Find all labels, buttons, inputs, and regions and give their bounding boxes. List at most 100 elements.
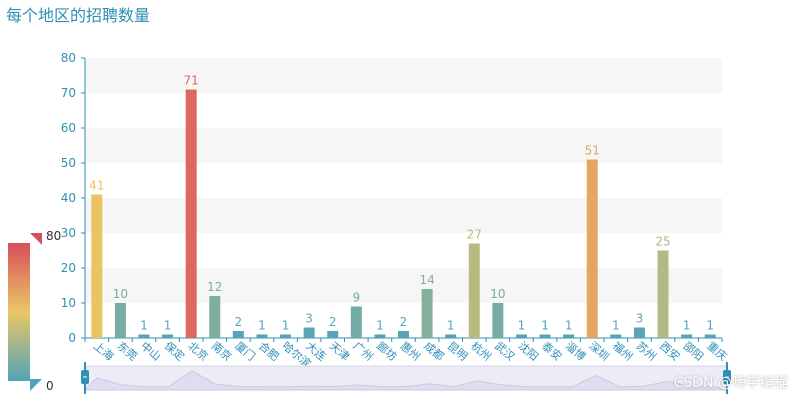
bar-value-label: 1 [164, 319, 172, 333]
bar-value-label: 1 [376, 319, 384, 333]
visual-map-max-label: 80 [46, 229, 61, 243]
x-tick-label: 广州 [350, 339, 375, 363]
x-tick-label: 泰安 [539, 339, 565, 364]
bar[interactable] [657, 250, 669, 339]
bar-value-label: 2 [235, 315, 243, 329]
bar[interactable] [91, 194, 103, 339]
bar-value-label: 12 [207, 280, 222, 294]
bar-value-label: 1 [706, 319, 714, 333]
bar-value-label: 2 [400, 315, 408, 329]
x-tick-label: 中山 [138, 339, 163, 363]
x-tick-label: 天津 [327, 339, 352, 363]
bar[interactable] [610, 334, 622, 339]
bar[interactable] [421, 289, 433, 338]
bar-value-label: 51 [585, 144, 600, 158]
bar-value-label: 1 [258, 319, 266, 333]
bar[interactable] [704, 334, 716, 339]
bar[interactable] [303, 327, 315, 339]
bar[interactable] [232, 331, 244, 338]
bar-value-label: 1 [447, 319, 455, 333]
x-tick-label: 深圳 [586, 339, 611, 363]
x-tick-label: 厦门 [232, 339, 258, 364]
bar-value-label: 1 [541, 319, 549, 333]
bar[interactable] [256, 334, 268, 339]
visual-map-max-handle[interactable] [30, 233, 42, 245]
bar[interactable] [468, 243, 480, 339]
x-tick-label: 淄博 [563, 339, 588, 363]
bar-value-label: 1 [282, 319, 290, 333]
bar-value-label: 1 [565, 319, 573, 333]
bar-value-label: 3 [636, 312, 644, 326]
bar-value-label: 27 [467, 228, 482, 242]
y-tick-label: 80 [61, 51, 76, 65]
y-tick-label: 60 [61, 121, 76, 135]
bar[interactable] [114, 303, 126, 338]
y-tick-label: 70 [61, 86, 76, 100]
bar-value-label: 1 [518, 319, 526, 333]
grid-band [85, 58, 722, 93]
x-tick-label: 保定 [162, 339, 188, 364]
x-tick-label: 昆明 [445, 339, 470, 363]
bar-value-label: 41 [89, 179, 104, 193]
bar[interactable] [350, 306, 362, 339]
bar-value-label: 10 [490, 287, 505, 301]
y-tick-label: 10 [61, 296, 76, 310]
x-tick-label: 东莞 [114, 339, 139, 363]
bar[interactable] [209, 296, 221, 338]
watermark: CSDN @嗨学编程 [673, 375, 788, 391]
grid-band [85, 268, 722, 303]
x-tick-label: 南京 [209, 339, 235, 364]
bar-value-label: 3 [305, 312, 313, 326]
x-tick-label: 廊坊 [374, 339, 400, 364]
grid-band [85, 198, 722, 233]
bar[interactable] [681, 334, 693, 339]
x-tick-label: 北京 [185, 339, 211, 364]
bar[interactable] [515, 334, 527, 339]
bar-value-label: 10 [113, 287, 128, 301]
bar-value-label: 1 [612, 319, 620, 333]
bar[interactable] [586, 159, 598, 339]
x-tick-label: 武汉 [492, 339, 517, 363]
bar[interactable] [563, 334, 575, 339]
y-tick-label: 0 [68, 331, 76, 345]
bar[interactable] [162, 334, 174, 339]
x-tick-label: 成都 [421, 339, 446, 363]
visual-map-min-label: 0 [46, 379, 54, 393]
x-tick-label: 邵阳 [681, 339, 706, 363]
bar-value-label: 9 [352, 291, 360, 305]
x-tick-label: 合肥 [256, 339, 282, 364]
x-tick-label: 杭州 [468, 339, 494, 364]
bar[interactable] [445, 334, 457, 339]
bar[interactable] [185, 89, 197, 339]
visual-map-bar[interactable] [8, 243, 30, 381]
bar-value-label: 25 [655, 235, 670, 249]
y-tick-label: 30 [61, 226, 76, 240]
bar-value-label: 1 [683, 319, 691, 333]
visual-map-min-handle[interactable] [30, 379, 42, 391]
grid-band [85, 128, 722, 163]
x-tick-label: 惠州 [398, 339, 424, 364]
x-tick-label: 重庆 [704, 339, 730, 364]
bar[interactable] [138, 334, 150, 339]
x-tick-label: 福州 [610, 339, 636, 364]
bar[interactable] [539, 334, 551, 339]
x-tick-label: 沈阳 [516, 339, 542, 364]
bar-value-label: 2 [329, 315, 337, 329]
chart-title: 每个地区的招聘数量 [6, 6, 151, 25]
x-tick-label: 苏州 [633, 339, 658, 363]
bar-value-label: 71 [184, 74, 199, 88]
datazoom-preview [83, 370, 728, 391]
bar-value-label: 14 [419, 273, 434, 287]
bar[interactable] [374, 334, 386, 339]
y-tick-label: 40 [61, 191, 76, 205]
bar[interactable] [492, 303, 504, 338]
x-tick-label: 西安 [657, 339, 683, 364]
bar[interactable] [327, 331, 339, 338]
bar-value-label: 1 [140, 319, 148, 333]
x-tick-label: 上海 [91, 339, 117, 364]
bar[interactable] [398, 331, 409, 338]
bar[interactable] [633, 327, 645, 339]
y-tick-label: 20 [61, 261, 76, 275]
bar[interactable] [280, 334, 292, 339]
